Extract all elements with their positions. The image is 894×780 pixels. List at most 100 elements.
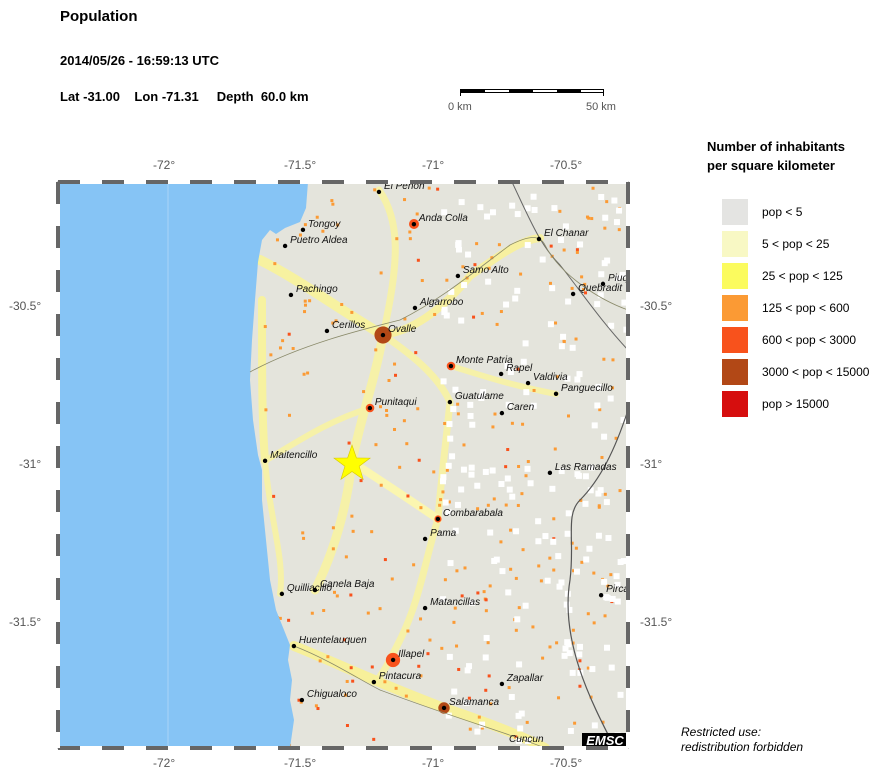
legend-swatch (722, 391, 748, 417)
population-cell (456, 412, 460, 416)
empty-cell (597, 292, 604, 299)
population-cell (402, 419, 406, 423)
population-cell (342, 638, 346, 642)
empty-cell (524, 465, 531, 472)
empty-cell (555, 553, 562, 560)
city-marker[interactable]: Canela Baja (312, 579, 375, 593)
population-cell (310, 611, 314, 615)
empty-cell (565, 298, 572, 305)
population-cell (514, 576, 518, 580)
city-marker[interactable]: Puetro Aldea (282, 235, 348, 249)
city-marker[interactable]: Las Ramadas (547, 462, 617, 476)
city-marker[interactable]: Rapel (498, 363, 533, 377)
city-marker[interactable]: Maitencillo (262, 450, 318, 464)
city-marker[interactable]: Zapallar (499, 673, 544, 687)
population-cell (465, 276, 469, 280)
city-dot-icon (570, 291, 576, 297)
empty-cell (454, 501, 461, 508)
population-cell (575, 248, 579, 252)
population-cell (394, 373, 398, 377)
city-marker[interactable]: Monte Patria (448, 355, 513, 369)
city-marker[interactable]: Tongoy (300, 219, 342, 233)
city-dot-icon (380, 332, 386, 338)
empty-cell (514, 616, 521, 623)
city-marker[interactable]: Punitaqui (367, 397, 418, 411)
city-marker[interactable]: Caren (499, 402, 535, 416)
city-marker[interactable]: Pirca (598, 584, 629, 598)
empty-cell (477, 204, 484, 211)
city-marker[interactable]: Piuq (600, 273, 629, 287)
city-dot-icon (455, 273, 461, 279)
city-dot-icon (598, 592, 604, 598)
city-marker[interactable]: Valdivia (525, 372, 568, 386)
empty-cell (569, 669, 576, 676)
emsc-logo (582, 733, 628, 748)
corridor (379, 234, 544, 339)
empty-cell (466, 663, 473, 670)
empty-cell (564, 639, 571, 646)
city-marker[interactable]: Pama (422, 528, 457, 542)
city-marker[interactable]: Chigualoco (299, 689, 358, 703)
empty-cell (573, 568, 580, 575)
legend-title-line2: per square kilometer (707, 158, 835, 173)
empty-cell (515, 737, 522, 744)
population-cell (598, 408, 602, 412)
empty-cell (445, 712, 452, 719)
city-marker[interactable]: El Penon (376, 181, 425, 195)
empty-cell (505, 589, 512, 596)
empty-cell (535, 518, 542, 525)
empty-cell (613, 219, 620, 226)
population-cell (552, 517, 556, 521)
empty-cell (498, 480, 505, 487)
population-cell (557, 696, 561, 700)
city-marker[interactable]: Combarabala (435, 508, 504, 522)
city-marker[interactable]: Cuncun (509, 734, 544, 745)
empty-cell (558, 579, 565, 586)
city-marker[interactable]: Huentelauquen (291, 635, 367, 649)
population-cell (302, 372, 306, 376)
city-marker[interactable]: Panguecillo (553, 383, 613, 397)
city-marker[interactable]: Illapel (390, 649, 425, 663)
population-cell (571, 628, 575, 632)
population-cell (359, 479, 363, 483)
city-marker[interactable]: Matancillas (422, 597, 480, 611)
city-marker[interactable]: Cerillos (324, 320, 366, 334)
city-marker[interactable]: Samo Alto (455, 265, 509, 279)
empty-cell (525, 737, 532, 744)
city-marker[interactable]: Ovalle (380, 324, 417, 338)
empty-cell (452, 527, 459, 534)
city-marker[interactable]: Quebradit (570, 283, 623, 297)
highway (249, 237, 628, 373)
city-marker[interactable]: El Chanar (536, 228, 589, 242)
empty-cell (583, 556, 590, 563)
empty-cell (520, 358, 527, 365)
city-marker[interactable]: Pintacura (371, 671, 422, 685)
population-cell (332, 590, 336, 594)
empty-cell (515, 712, 522, 719)
city-marker[interactable]: Anda Colla (411, 213, 469, 227)
population-cell (552, 568, 556, 572)
population-cell (553, 447, 557, 451)
city-marker[interactable]: Guatulame (447, 391, 505, 405)
population-cell (487, 674, 491, 678)
city-dot-icon (324, 328, 330, 334)
epicenter-star-icon[interactable] (333, 444, 371, 481)
city-label: El Chanar (544, 228, 589, 239)
population-cell (562, 340, 566, 344)
population-cell (537, 564, 541, 568)
city-dot-icon (371, 679, 377, 685)
city-marker[interactable]: Salamanca (441, 697, 500, 711)
lat-tick-right: -31.5° (640, 615, 673, 629)
empty-cell (613, 573, 620, 580)
city-marker[interactable]: Quilliacillo (279, 583, 333, 597)
city-marker[interactable]: Pachingo (288, 284, 338, 298)
empty-cell (615, 275, 622, 282)
population-cell (611, 358, 615, 362)
population-cell (379, 405, 383, 409)
population-cell (548, 556, 552, 560)
city-marker[interactable]: Algarrobo (412, 297, 464, 311)
city-dot-icon (412, 305, 418, 311)
corridor (258, 296, 269, 465)
empty-cell (558, 468, 565, 475)
